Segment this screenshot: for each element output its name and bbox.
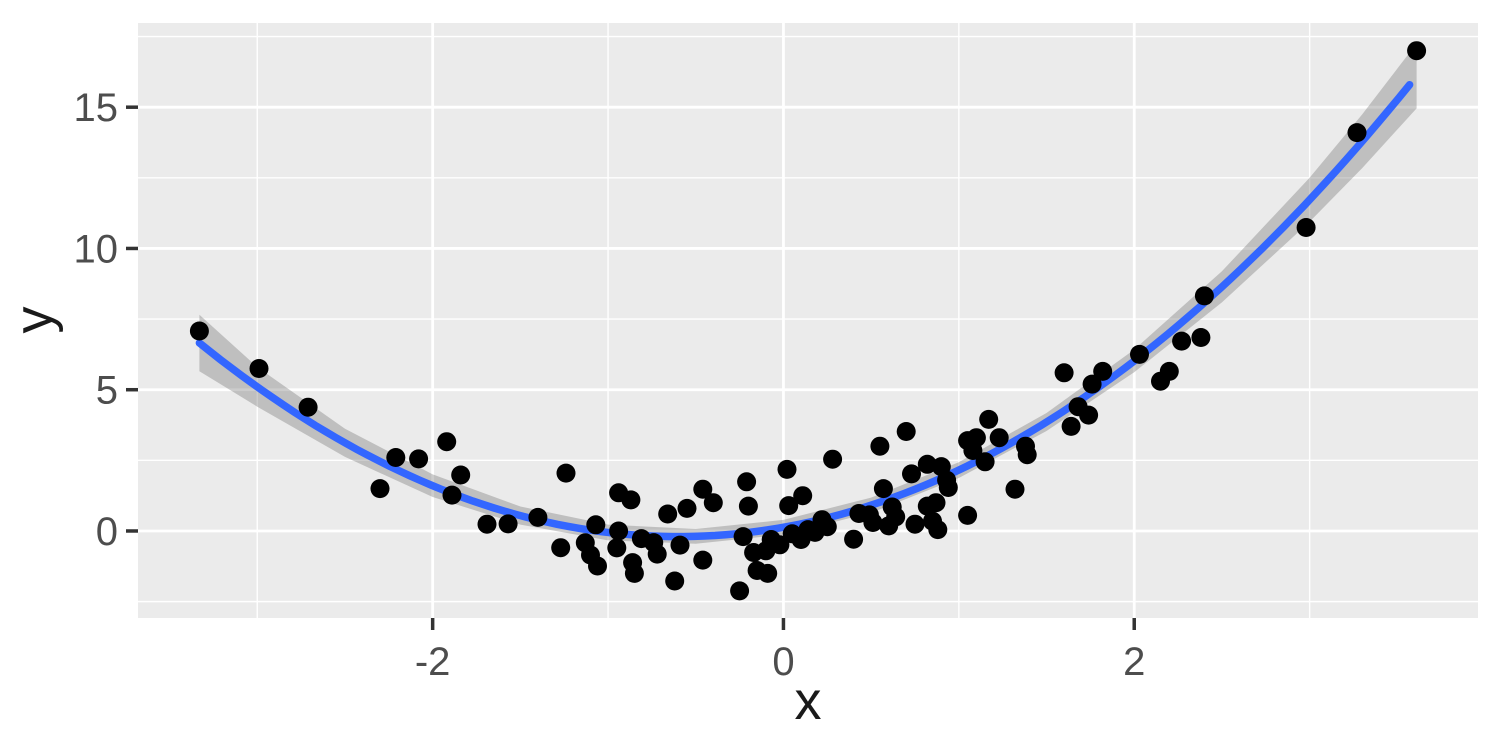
- y-tick-label: 0: [96, 510, 118, 554]
- data-point: [779, 496, 799, 516]
- y-axis-tick-labels: 0 5 10 15: [74, 86, 119, 554]
- data-point: [588, 556, 607, 576]
- data-point: [1347, 123, 1367, 143]
- y-axis-title: y: [4, 307, 64, 334]
- data-point: [528, 507, 548, 527]
- data-point: [1082, 374, 1102, 394]
- data-point: [730, 581, 750, 601]
- x-tick-label: 2: [1123, 640, 1145, 684]
- data-point: [1093, 361, 1113, 381]
- y-tick-label: 15: [74, 86, 119, 130]
- data-point: [926, 493, 946, 513]
- data-point: [989, 428, 1009, 448]
- data-point: [870, 436, 890, 456]
- data-point: [609, 521, 629, 541]
- data-point: [249, 359, 269, 378]
- data-point: [770, 535, 790, 555]
- data-point: [886, 507, 906, 527]
- data-point: [498, 514, 518, 534]
- data-point: [844, 529, 864, 549]
- data-point: [586, 515, 606, 535]
- data-point: [1079, 405, 1099, 425]
- data-point: [437, 432, 457, 452]
- data-point: [758, 563, 778, 583]
- data-point: [451, 465, 471, 485]
- data-point: [442, 485, 462, 505]
- data-point: [1017, 445, 1037, 465]
- data-point: [1054, 363, 1074, 383]
- data-points: [189, 41, 1427, 601]
- y-tick-label: 5: [96, 369, 118, 413]
- data-point: [733, 527, 753, 547]
- data-point: [624, 563, 644, 583]
- data-point: [738, 496, 758, 516]
- data-point: [189, 321, 209, 341]
- data-point: [1172, 331, 1192, 351]
- data-point: [938, 478, 958, 497]
- data-point: [863, 513, 883, 532]
- data-point: [670, 535, 690, 555]
- data-point: [1159, 361, 1179, 381]
- data-point: [737, 472, 757, 492]
- data-point: [958, 505, 978, 525]
- data-point: [902, 464, 921, 484]
- data-point: [658, 504, 678, 524]
- data-point: [905, 514, 925, 534]
- data-point: [793, 486, 813, 506]
- data-point: [1130, 344, 1149, 364]
- data-point: [975, 452, 995, 472]
- data-point: [409, 449, 429, 469]
- data-point: [556, 463, 576, 483]
- data-point: [693, 550, 713, 570]
- data-point: [647, 544, 667, 564]
- data-point: [928, 520, 948, 540]
- data-point: [298, 397, 318, 417]
- data-point: [607, 538, 627, 558]
- data-point: [1194, 286, 1214, 306]
- data-point: [979, 409, 999, 429]
- axis-tick-marks: [126, 105, 1136, 630]
- data-point: [817, 517, 837, 537]
- data-point: [873, 479, 893, 499]
- data-point: [777, 459, 797, 479]
- x-tick-label: 0: [772, 640, 794, 684]
- data-point: [896, 422, 916, 441]
- data-point: [551, 538, 571, 558]
- data-point: [477, 514, 497, 534]
- x-axis-tick-labels: -2 0 2: [415, 640, 1145, 684]
- x-axis-title: x: [795, 671, 822, 731]
- data-point: [966, 428, 986, 448]
- data-point: [386, 448, 406, 467]
- data-point: [917, 454, 937, 474]
- x-tick-label: -2: [415, 640, 451, 684]
- data-point: [665, 571, 685, 591]
- data-point: [823, 449, 843, 469]
- data-point: [677, 498, 697, 518]
- data-point: [370, 479, 390, 499]
- data-point: [1191, 328, 1211, 347]
- data-point: [621, 490, 641, 510]
- data-point: [1005, 479, 1025, 499]
- data-point: [1061, 416, 1081, 436]
- data-point: [1296, 218, 1316, 237]
- data-point: [703, 493, 723, 513]
- y-tick-label: 10: [74, 227, 119, 271]
- minor-gridlines: [138, 23, 1478, 618]
- data-point: [1407, 41, 1427, 61]
- data-point: [693, 479, 713, 499]
